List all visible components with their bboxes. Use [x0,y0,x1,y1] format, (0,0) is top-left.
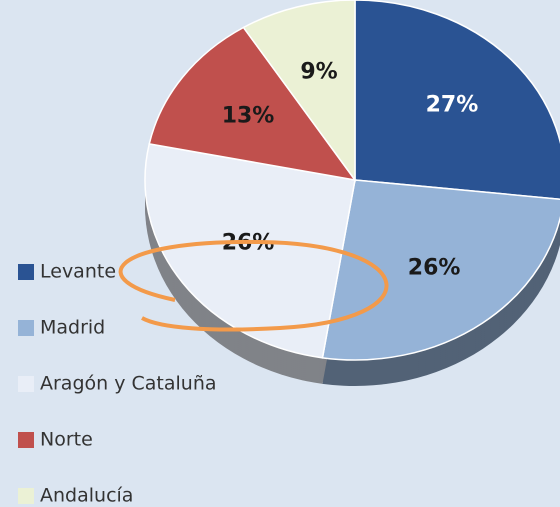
legend-swatch [18,320,34,336]
slice [354,0,560,200]
legend-label: Levante [40,261,116,283]
legend-swatch [18,376,34,392]
highlight-ellipse [118,239,389,332]
legend-label: Aragón y Cataluña [40,373,217,395]
data-label: 13% [222,103,275,128]
data-label: 26% [408,256,461,281]
legend-label: Andalucía [40,485,133,507]
legend-swatch [18,264,34,280]
legend-swatch [18,432,34,448]
pie [144,0,560,361]
slice [144,142,356,359]
legend-swatch [18,488,34,504]
legend: Levante Madrid Aragón y Cataluña Norte Andal… [18,261,217,507]
data-label: 9% [300,60,337,85]
slice [148,26,357,182]
legend-label: Madrid [40,317,105,339]
legend-label: Norte [40,429,93,451]
slice [321,179,560,361]
slice [242,0,356,183]
data-label: 27% [426,92,479,117]
